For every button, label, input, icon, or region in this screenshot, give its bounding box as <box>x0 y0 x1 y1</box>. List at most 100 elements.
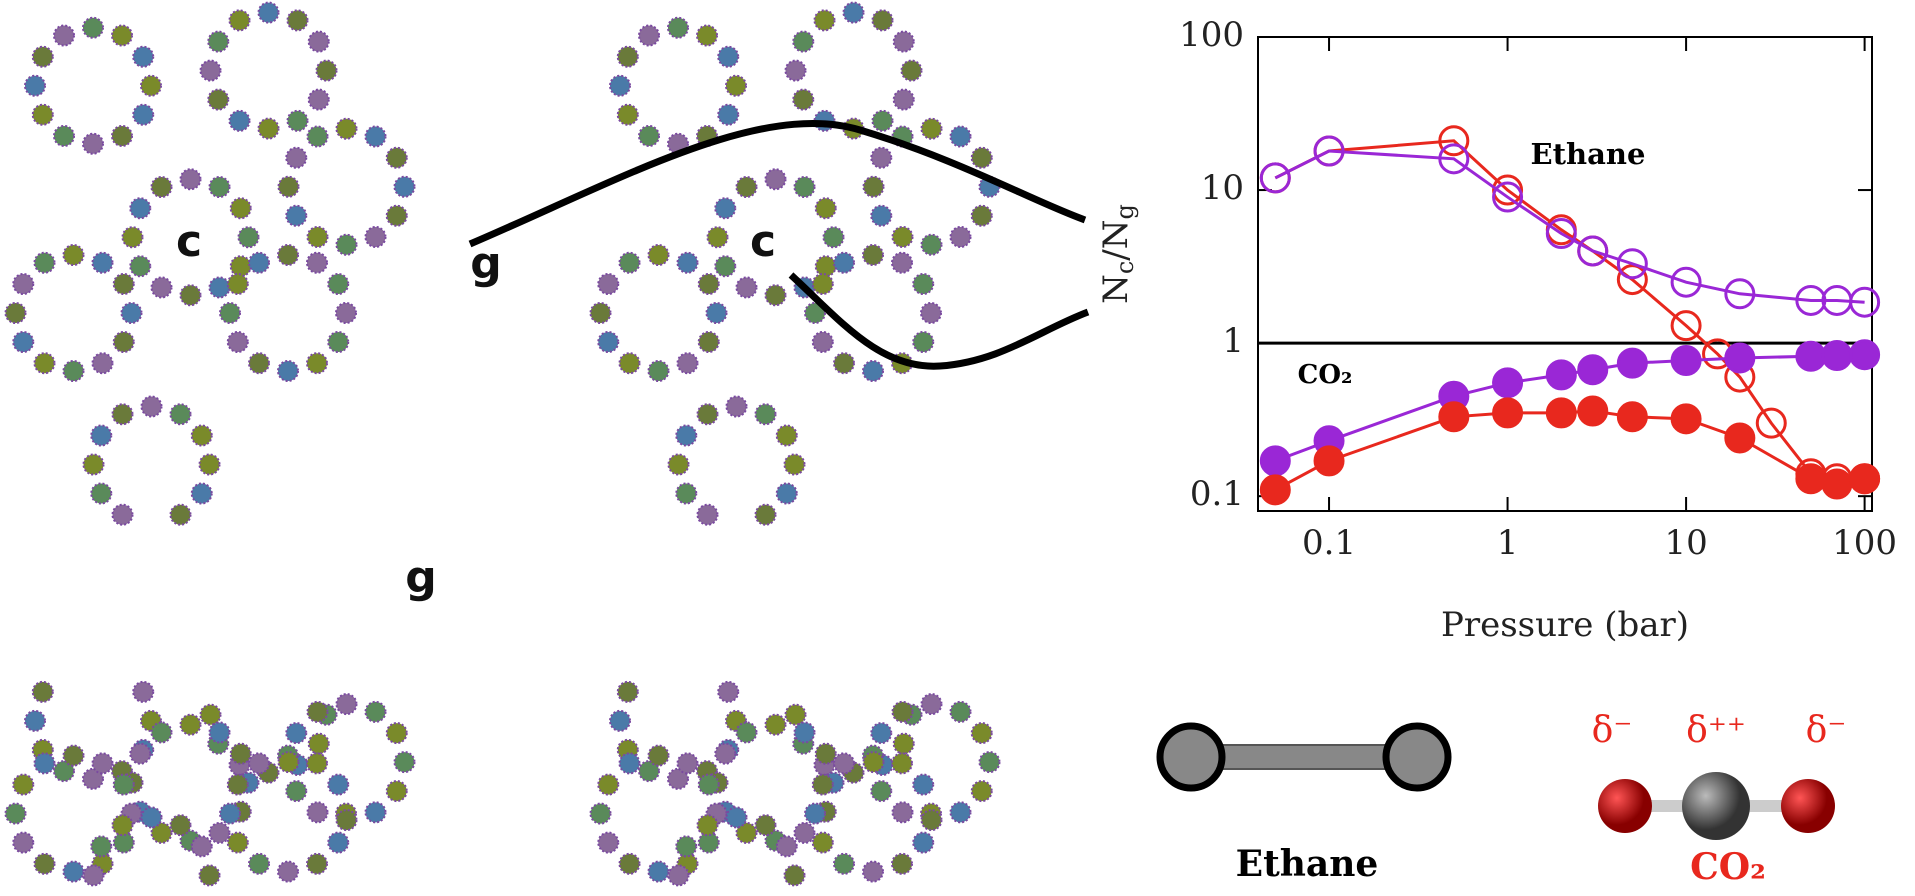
framework-atom <box>200 455 220 475</box>
framework-atom <box>91 426 111 446</box>
framework-atom <box>795 722 815 742</box>
annotation: CO₂ <box>1298 360 1353 390</box>
charge-label: δ⁺⁺ <box>1686 710 1746 751</box>
framework-atom <box>278 361 298 381</box>
framework-atom <box>864 752 884 772</box>
framework-atom <box>181 169 201 189</box>
framework-atom <box>25 76 45 96</box>
framework-atom <box>834 253 854 273</box>
framework-atom <box>64 361 84 381</box>
framework-atom <box>972 723 992 743</box>
framework-atom <box>33 105 53 125</box>
framework-atom <box>793 32 813 52</box>
framework-atom <box>114 332 134 352</box>
framework-atom <box>259 119 279 139</box>
framework-atom <box>308 802 328 822</box>
framework-atom <box>863 862 883 882</box>
data-point <box>1797 465 1825 493</box>
cage-label: g <box>405 552 437 603</box>
framework-atom <box>777 484 797 504</box>
framework-atom <box>834 353 854 373</box>
framework-atom <box>922 810 942 830</box>
framework-atom <box>228 775 248 795</box>
framework-atom <box>727 807 747 827</box>
x-tick-label: 1 <box>1497 523 1519 563</box>
framework-atom <box>181 285 201 305</box>
cage-label: g <box>470 238 502 289</box>
framework-atom <box>756 815 776 835</box>
framework-atom <box>152 177 172 197</box>
framework-atom <box>756 505 776 525</box>
framework-atom <box>25 711 45 731</box>
framework-atom <box>786 61 806 81</box>
framework-atom <box>893 702 913 722</box>
framework-atom <box>894 734 914 754</box>
framework-structures <box>6 3 1000 886</box>
framework-atom <box>620 353 640 373</box>
co2-molecule: δ⁻ δ⁺⁺ δ⁻ CO₂ <box>1592 710 1847 888</box>
framework-atom <box>210 823 230 843</box>
framework-atom <box>309 32 329 52</box>
framework-atom <box>13 775 33 795</box>
framework-atom <box>844 3 864 23</box>
framework-atom <box>676 484 696 504</box>
framework-atom <box>678 753 698 773</box>
framework-atom <box>210 177 230 197</box>
framework-atom <box>286 206 306 226</box>
framework-atom <box>591 303 611 323</box>
framework-atom <box>699 274 719 294</box>
framework-atom <box>192 836 212 856</box>
framework-atom <box>192 426 212 446</box>
framework-atom <box>279 752 299 772</box>
framework-atom <box>192 484 212 504</box>
atom <box>1160 726 1222 788</box>
framework-atom <box>308 127 328 147</box>
framework-atom <box>892 753 912 773</box>
figure: c g c g Ethane δ⁻ δ⁺⁺ δ⁻ CO₂ 0.11101000.… <box>0 0 1915 896</box>
framework-atom <box>328 332 348 352</box>
framework-atom <box>669 865 689 885</box>
data-point <box>1579 397 1607 425</box>
framework-atom <box>54 26 74 46</box>
y-axis-label: Nc/Ng <box>1096 204 1139 304</box>
data-point <box>1851 465 1879 493</box>
framework-atom <box>766 169 786 189</box>
framework-atom <box>210 722 230 742</box>
framework-atom <box>387 781 407 801</box>
framework-atom <box>13 833 33 853</box>
framework-atom <box>210 277 230 297</box>
framework-atom <box>84 865 104 885</box>
framework-atom <box>894 32 914 52</box>
framework-atom <box>328 274 348 294</box>
framework-atom <box>726 76 746 96</box>
framework-atom <box>669 455 689 475</box>
framework-atom <box>718 105 738 125</box>
framework-atom <box>793 90 813 110</box>
framework-atom <box>785 865 805 885</box>
framework-atom <box>64 862 84 882</box>
framework-atom <box>337 694 357 714</box>
framework-atom <box>618 105 638 125</box>
framework-atom <box>220 303 240 323</box>
framework-atom <box>668 18 688 38</box>
framework-atom <box>228 274 248 294</box>
framework-atom <box>288 111 308 131</box>
framework-atom <box>228 833 248 853</box>
framework-atom <box>951 702 971 722</box>
framework-atom <box>114 833 134 853</box>
data-point <box>1547 361 1575 389</box>
framework-atom <box>249 353 269 373</box>
framework-atom <box>337 810 357 830</box>
framework-atom <box>13 274 33 294</box>
framework-atom <box>913 833 933 853</box>
data-point <box>1579 356 1607 384</box>
framework-atom <box>834 854 854 874</box>
y-tick-label: 1 <box>1222 321 1244 361</box>
framework-atom <box>813 332 833 352</box>
framework-atom <box>766 715 786 735</box>
framework-atom <box>972 206 992 226</box>
framework-atom <box>708 227 728 247</box>
framework-atom <box>93 253 113 273</box>
framework-atom <box>83 18 103 38</box>
framework-atom <box>286 723 306 743</box>
